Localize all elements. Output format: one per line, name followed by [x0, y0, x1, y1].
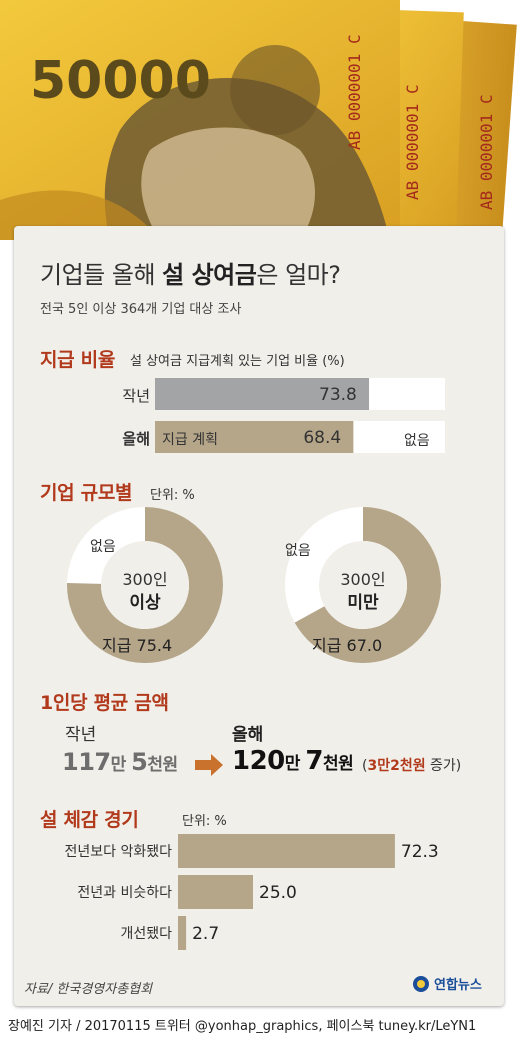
- source-note: 자료/ 한국경영자총협회: [24, 982, 153, 997]
- donut-none-label: 없음: [90, 539, 116, 555]
- amount-increase-note: (3만2천원 증가): [362, 758, 462, 774]
- amount-last-year-value: 117만 5천원: [62, 748, 178, 776]
- ratio-bar-fill: [155, 421, 354, 453]
- donut-center-line1: 300인: [122, 570, 168, 589]
- yonhap-logo: 연합뉴스: [412, 974, 482, 993]
- ratio-rest-label-this-year: 없음: [404, 433, 430, 449]
- denomination-text: 50000: [30, 51, 211, 111]
- donut-hole: [319, 541, 407, 629]
- economy-value-label: 25.0: [259, 883, 297, 903]
- ratio-inner-label-this-year: 지급 계획: [162, 432, 218, 448]
- economy-value-label: 2.7: [192, 924, 219, 944]
- donut-paid-label: 지급 75.4: [102, 636, 173, 655]
- donut-chart-large-companies: [66, 507, 223, 663]
- yonhap-logo-text: 연합뉴스: [434, 978, 482, 993]
- ratio-bar-this-year: [155, 421, 445, 453]
- ratio-bar-last-year: [155, 378, 445, 410]
- economy-bar-chart: 전년보다 악화됐다 72.3 전년과 비슷하다 25.0 개선됐다 2.7: [65, 834, 439, 950]
- ratio-value-this-year: 68.4: [303, 428, 342, 448]
- economy-bar: [178, 916, 187, 950]
- serial-text-3: AB 0000001 C: [477, 94, 496, 210]
- section-title-average-amount: 1인당 평균 금액: [40, 692, 169, 714]
- donut-center-line2: 미만: [347, 593, 379, 613]
- donut-paid-label: 지급 67.0: [312, 636, 383, 655]
- donut-slice-paid: [66, 507, 223, 663]
- ratio-bar-fill: [155, 378, 370, 410]
- page-title: 기업들 올해 설 상여금은 얼마?: [40, 261, 341, 289]
- ratio-row-label-this-year: 올해: [122, 430, 150, 448]
- economy-unit: 단위: %: [182, 814, 227, 829]
- yonhap-logo-icon: [413, 975, 429, 992]
- ratio-value-last-year: 73.8: [319, 385, 357, 405]
- donut-center-line1: 300인: [340, 570, 386, 589]
- credit-line: 장예진 기자 / 20170115 트위터 @yonhap_graphics, …: [8, 1019, 477, 1034]
- amount-last-year-label: 작년: [65, 725, 97, 745]
- amount-this-year-value: 120만 7천원: [232, 746, 354, 776]
- donut-none-label: 없음: [285, 543, 311, 559]
- banknote-stack: 50000 AB 0000001 C AB 0000001 C AB 00000…: [0, 0, 517, 240]
- section-title-company-size: 기업 규모별: [40, 482, 133, 504]
- economy-bar: [178, 834, 395, 868]
- donut-hole: [101, 541, 189, 629]
- banknote-illustration: 50000 AB 0000001 C AB 0000001 C AB 00000…: [0, 0, 520, 240]
- front-banknote: [0, 0, 400, 240]
- serial-text-2: AB 0000001 C: [403, 84, 422, 200]
- ratio-row-label-last-year: 작년: [122, 387, 150, 405]
- payment-ratio-description: 설 상여금 지급계획 있는 기업 비율 (%): [130, 354, 345, 369]
- section-title-payment-ratio: 지급 비율: [40, 349, 116, 371]
- company-size-unit: 단위: %: [150, 488, 195, 503]
- section-title-economy: 설 체감 경기: [40, 809, 139, 831]
- serial-text-1: AB 0000001 C: [345, 34, 364, 150]
- donut-chart-small-companies: [285, 507, 441, 663]
- economy-row-label: 전년보다 악화됐다: [65, 844, 173, 860]
- economy-bar: [178, 875, 253, 909]
- economy-row-label: 개선됐다: [120, 926, 172, 942]
- economy-value-label: 72.3: [401, 842, 439, 862]
- amount-this-year-label: 올해: [232, 725, 264, 745]
- economy-row-label: 전년과 비슷하다: [77, 885, 172, 901]
- donut-center-line2: 이상: [129, 593, 161, 613]
- donut-slice-paid: [294, 507, 441, 663]
- arrow-right-icon: [195, 754, 223, 776]
- page-subtitle: 전국 5인 이상 364개 기업 대상 조사: [40, 302, 242, 317]
